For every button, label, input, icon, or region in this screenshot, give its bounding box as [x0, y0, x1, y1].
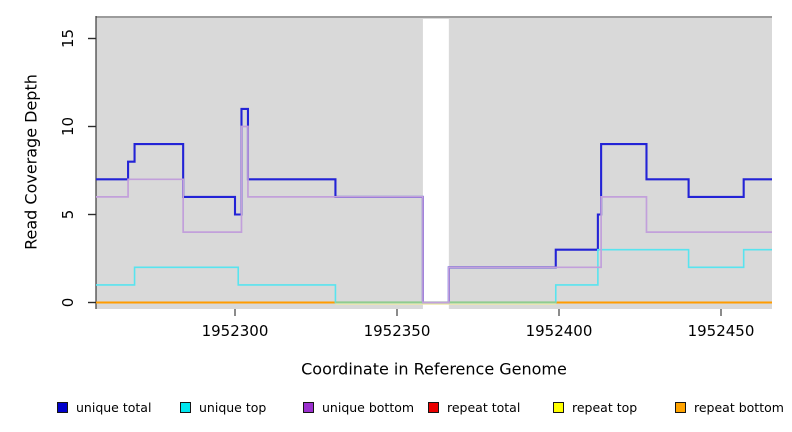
legend-label-repeat-total: repeat total: [447, 400, 521, 415]
y-tick-label: 10: [59, 117, 77, 136]
legend-item-repeat-top: repeat top: [553, 400, 637, 415]
legend-item-unique-total: unique total: [57, 400, 151, 415]
legend-label-repeat-bottom: repeat bottom: [694, 400, 784, 415]
legend-label-unique-total: unique total: [76, 400, 152, 415]
y-tick-label: 5: [59, 210, 77, 220]
legend-swatch-repeat-top: [553, 402, 564, 413]
legend-swatch-unique-total: [57, 402, 68, 413]
legend-label-unique-top: unique top: [199, 400, 267, 415]
y-axis-title: Read Coverage Depth: [21, 74, 41, 250]
series-unique-top: [96, 248, 772, 304]
x-tick-label: 1952450: [688, 322, 755, 340]
legend-label-repeat-top: repeat top: [572, 400, 638, 415]
y-tick-label: 15: [59, 29, 77, 48]
legend-swatch-repeat-total: [428, 402, 439, 413]
legend-swatch-unique-bottom: [303, 402, 314, 413]
legend-item-repeat-total: repeat total: [428, 400, 520, 415]
x-tick-label: 1952350: [364, 322, 431, 340]
legend-swatch-unique-top: [180, 402, 191, 413]
legend-label-unique-bottom: unique bottom: [322, 400, 415, 415]
y-tick-label: 0: [59, 298, 77, 308]
legend-swatch-repeat-bottom: [675, 402, 686, 413]
legend-item-repeat-bottom: repeat bottom: [675, 400, 784, 415]
x-tick-label: 1952400: [526, 322, 593, 340]
series-unique-bottom: [96, 125, 772, 304]
legend: unique total unique top unique bottom repea…: [0, 400, 792, 420]
legend-item-unique-bottom: unique bottom: [303, 400, 414, 415]
x-tick-label: 1952300: [202, 322, 269, 340]
no-data-gap: [422, 19, 449, 309]
x-axis-title: Coordinate in Reference Genome: [301, 359, 567, 379]
legend-item-unique-top: unique top: [180, 400, 266, 415]
